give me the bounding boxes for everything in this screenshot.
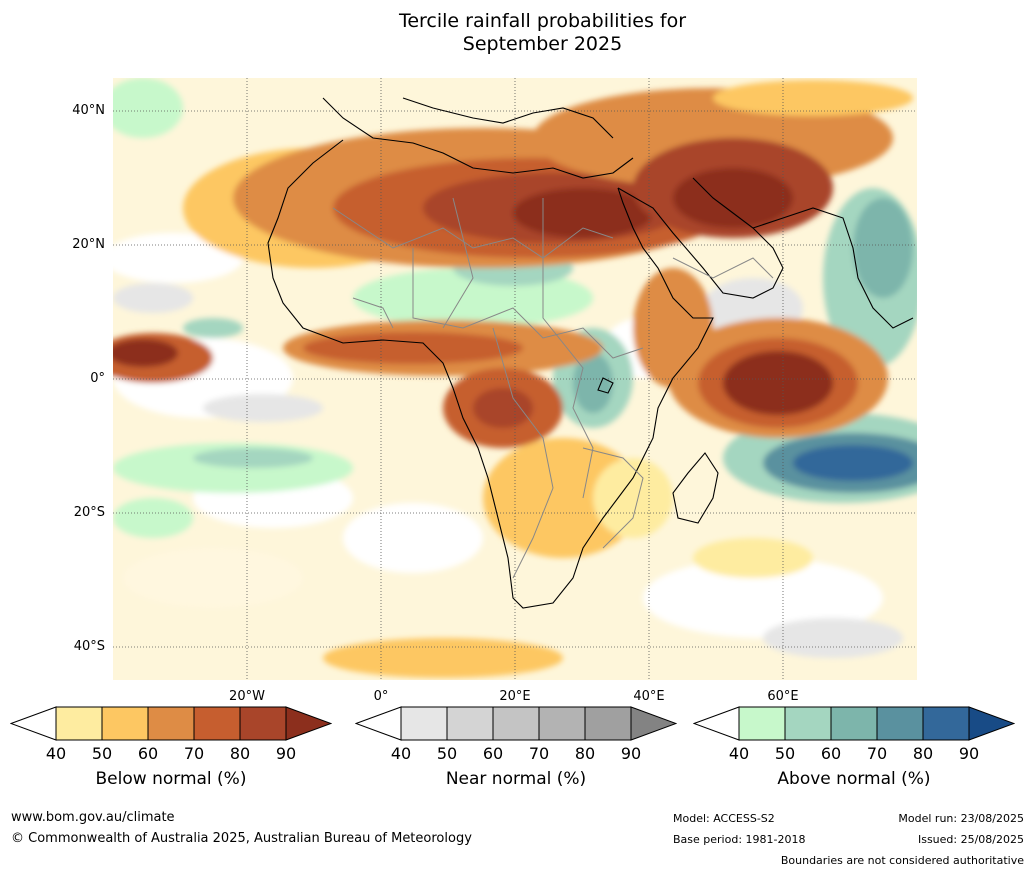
lon-label-60e: 60°E <box>767 689 799 704</box>
map-title: Tercile rainfall probabilities for Septe… <box>0 10 1035 56</box>
issued-date: Issued: 25/08/2025 <box>917 833 1024 846</box>
below-tick-50: 50 <box>91 744 113 763</box>
model-name: Model: ACCESS-S2 <box>673 812 775 825</box>
cb-below-seg-4 <box>193 706 241 741</box>
model-run-date: Model run: 23/08/2025 <box>898 812 1024 825</box>
base-period: Base period: 1981-2018 <box>673 833 806 846</box>
cb-near-seg-0 <box>355 706 402 741</box>
cb-above-seg-6 <box>968 706 1015 741</box>
below-tick-60: 60 <box>137 744 159 763</box>
cb-below-seg-0 <box>10 706 57 741</box>
lat-label-20n: 20°N <box>72 237 105 252</box>
cb-below-seg-6 <box>285 706 332 741</box>
gridlines <box>113 78 917 680</box>
title-line-2: September 2025 <box>462 33 623 55</box>
boundaries-disclaimer: Boundaries are not considered authoritat… <box>780 854 1024 867</box>
above-tick-60: 60 <box>820 744 842 763</box>
copyright-text: © Commonwealth of Australia 2025, Austra… <box>11 831 472 846</box>
map-canvas <box>113 78 917 680</box>
bom-climate-link[interactable]: www.bom.gov.au/climate <box>11 810 175 825</box>
above-tick-80: 80 <box>912 744 934 763</box>
lon-label-40e: 40°E <box>633 689 665 704</box>
above-tick-90: 90 <box>958 744 980 763</box>
cb-above-seg-5 <box>922 706 970 741</box>
colorbar-below-normal <box>10 706 332 741</box>
cb-above-seg-0 <box>693 706 740 741</box>
rainfall-probability-map <box>113 78 917 680</box>
cb-near-seg-3 <box>492 706 540 741</box>
lat-label-20s: 20°S <box>73 505 105 520</box>
below-tick-90: 90 <box>275 744 297 763</box>
lat-label-40s: 40°S <box>73 639 105 654</box>
below-normal-title: Below normal (%) <box>95 769 247 789</box>
below-tick-70: 70 <box>183 744 205 763</box>
cb-above-seg-4 <box>876 706 924 741</box>
near-tick-60: 60 <box>482 744 504 763</box>
colorbar-near-normal <box>355 706 677 741</box>
above-tick-50: 50 <box>774 744 796 763</box>
cb-near-seg-4 <box>538 706 586 741</box>
above-normal-title: Above normal (%) <box>777 769 931 789</box>
cb-below-seg-5 <box>239 706 287 741</box>
near-normal-title: Near normal (%) <box>445 769 587 789</box>
cb-above-seg-1 <box>738 706 786 741</box>
above-tick-40: 40 <box>728 744 750 763</box>
near-tick-70: 70 <box>528 744 550 763</box>
cb-below-seg-2 <box>101 706 149 741</box>
lon-label-0: 0° <box>373 689 389 704</box>
cb-below-seg-3 <box>147 706 195 741</box>
below-tick-80: 80 <box>229 744 251 763</box>
cb-below-seg-1 <box>55 706 103 741</box>
below-tick-40: 40 <box>45 744 67 763</box>
cb-above-seg-2 <box>784 706 832 741</box>
lon-label-20w: 20°W <box>229 689 265 704</box>
cb-near-seg-2 <box>446 706 494 741</box>
near-tick-90: 90 <box>620 744 642 763</box>
coastlines <box>267 97 914 609</box>
cb-near-seg-6 <box>630 706 677 741</box>
cb-above-seg-3 <box>830 706 878 741</box>
colorbar-above-normal <box>693 706 1015 741</box>
title-line-1: Tercile rainfall probabilities for <box>398 10 687 32</box>
lon-label-20e: 20°E <box>499 689 531 704</box>
near-tick-50: 50 <box>436 744 458 763</box>
cb-near-seg-5 <box>584 706 632 741</box>
country-borders <box>332 197 774 579</box>
near-tick-80: 80 <box>574 744 596 763</box>
lat-label-0: 0° <box>90 371 105 386</box>
lat-label-40n: 40°N <box>72 103 105 118</box>
above-tick-70: 70 <box>866 744 888 763</box>
near-tick-40: 40 <box>390 744 412 763</box>
probability-field <box>113 78 917 678</box>
cb-near-seg-1 <box>400 706 448 741</box>
